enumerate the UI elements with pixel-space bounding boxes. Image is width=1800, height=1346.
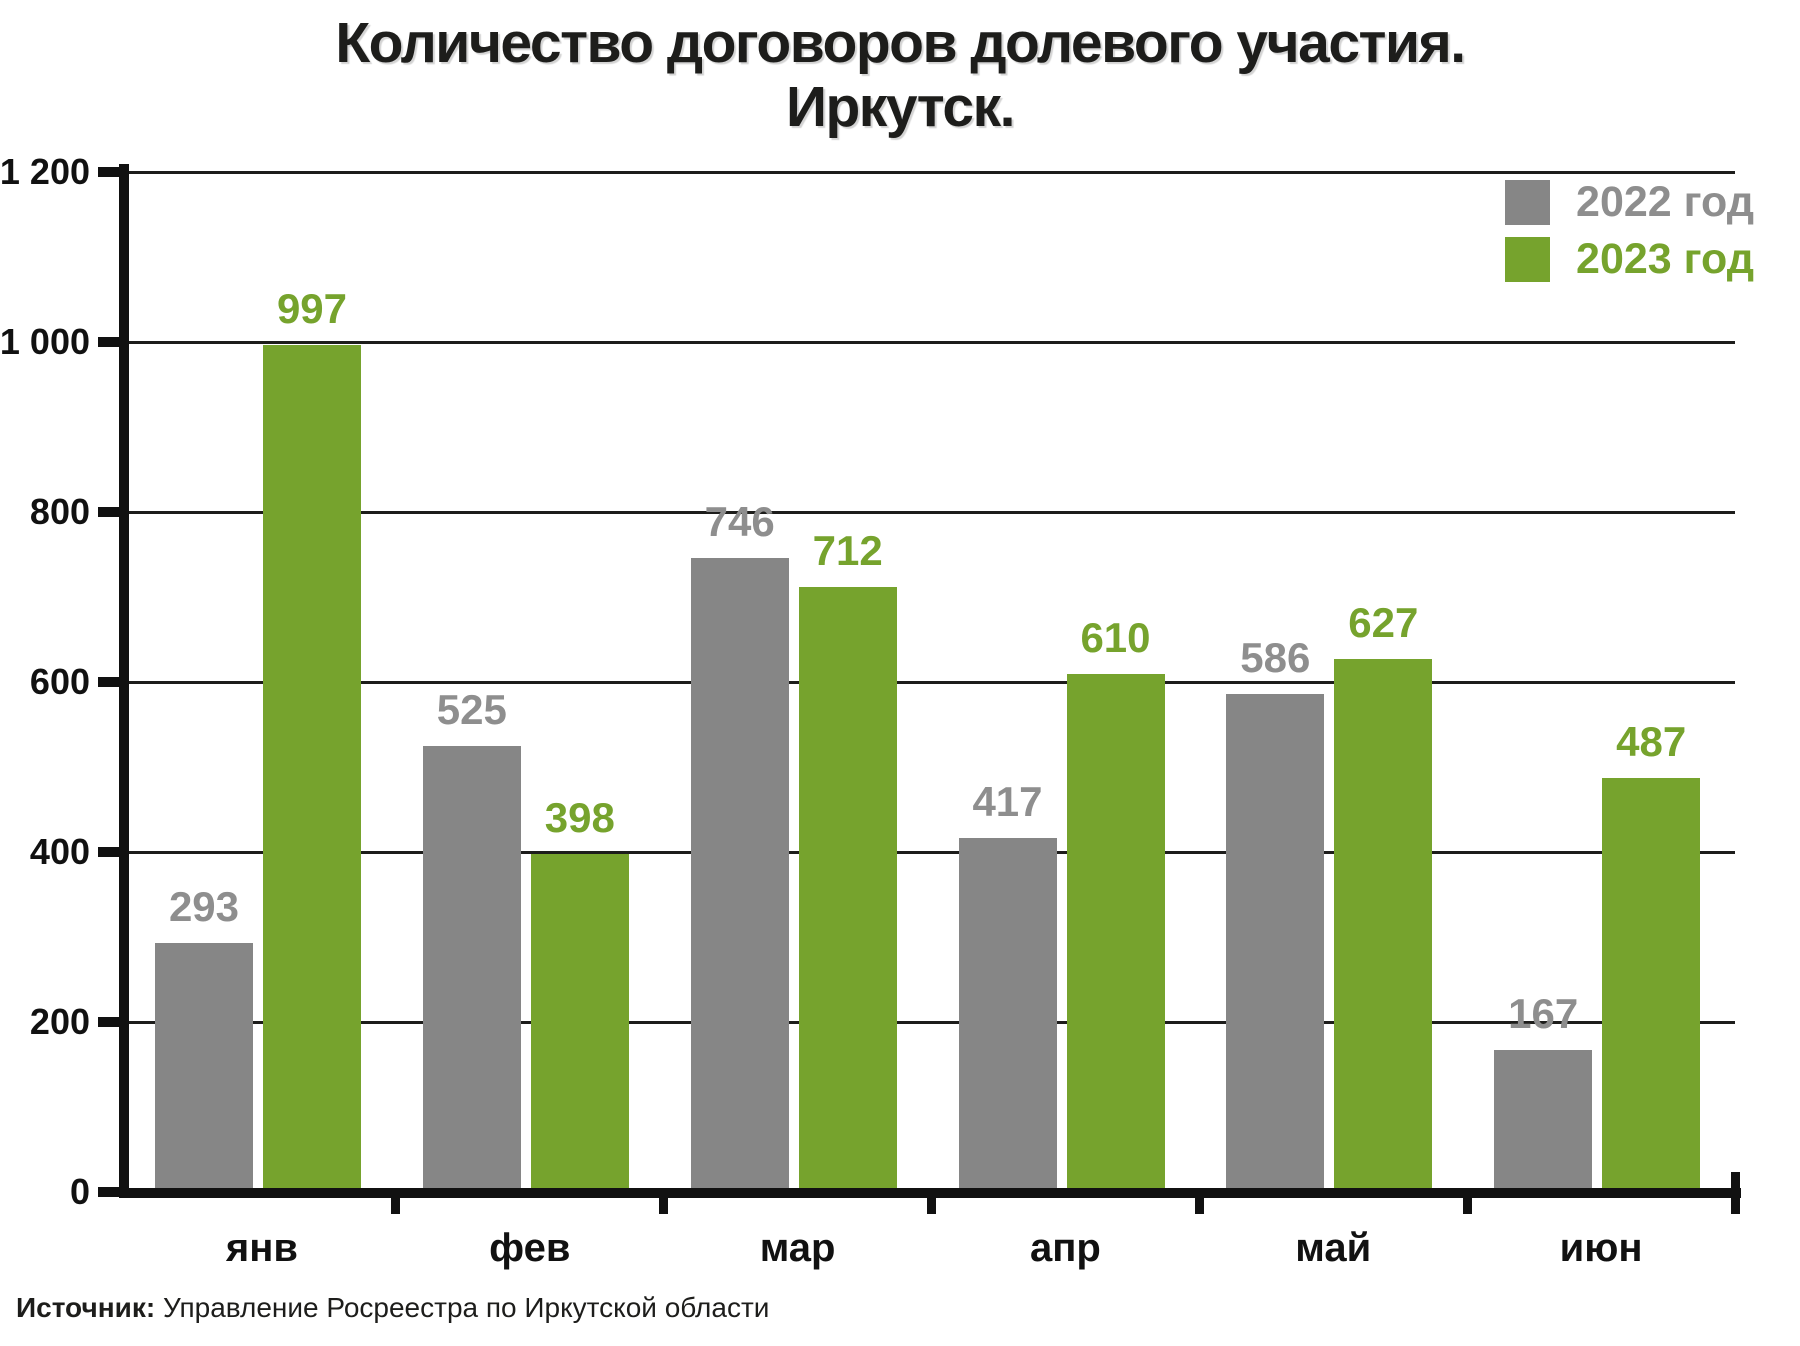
bar-2022-янв (155, 942, 253, 1192)
bar-2023-мар (798, 586, 897, 1192)
chart-title-line1: Количество договоров долевого участия. (335, 11, 1466, 75)
chart-title: Количество договоров долевого участия. И… (0, 11, 1800, 140)
legend-label-2022: 2022 год (1576, 178, 1754, 226)
legend: 2022 год 2023 год (1505, 180, 1754, 282)
bar-value-2022-июн: 167 (1508, 990, 1579, 1038)
y-tick-1200 (98, 167, 129, 177)
gridline-200 (129, 1020, 1735, 1024)
y-tick-label-800: 800 (29, 491, 90, 532)
x-label-фев: фев (489, 1226, 571, 1270)
legend-row-2023: 2023 год (1505, 237, 1754, 282)
bar-2023-апр (1066, 673, 1165, 1192)
bar-value-2022-янв: 293 (168, 882, 240, 930)
y-tick-label-600: 600 (29, 661, 90, 702)
bar-2022-май (1226, 693, 1325, 1192)
bar-value-2023-май: 627 (1348, 599, 1419, 647)
source-note: Источник: Управление Росреестра по Иркут… (16, 1292, 769, 1324)
bar-2022-июн (1494, 1050, 1593, 1192)
bar-value-2022-май: 586 (1240, 633, 1311, 681)
chart-title-line2: Иркутск. (786, 74, 1015, 139)
bar-2023-фев (530, 853, 629, 1192)
bar-2022-фев (422, 745, 521, 1192)
bar-2023-май (1334, 659, 1433, 1192)
bar-value-2023-апр: 610 (1080, 613, 1151, 661)
bar-2023-июн (1602, 778, 1701, 1192)
source-label: Источник: (16, 1292, 156, 1323)
bar-value-2023-фев: 398 (544, 793, 615, 841)
y-tick-200 (98, 1017, 129, 1027)
x-tick-4 (1194, 1197, 1204, 1214)
y-tick-400 (98, 847, 129, 857)
y-tick-0 (98, 1187, 129, 1197)
gridline-1000 (129, 340, 1735, 344)
x-axis-line (119, 1188, 1741, 1198)
x-tick-5 (1462, 1197, 1472, 1214)
bar-2022-мар (690, 557, 789, 1192)
x-label-июн: июн (1559, 1226, 1643, 1270)
x-label-май: май (1295, 1226, 1372, 1270)
source-text: Управление Росреестра по Иркутской облас… (155, 1292, 770, 1323)
legend-swatch-2023 (1505, 237, 1551, 282)
bar-value-2023-мар: 712 (812, 526, 883, 574)
gridline-400 (129, 850, 1735, 854)
x-label-янв: янв (225, 1226, 298, 1270)
y-tick-label-1000: 1 000 (0, 321, 90, 362)
x-tick-1 (391, 1197, 401, 1214)
bar-value-2022-апр: 417 (972, 777, 1043, 825)
x-label-мар: мар (759, 1226, 836, 1270)
gridline-600 (129, 680, 1735, 684)
x-label-апр: апр (1029, 1226, 1101, 1270)
y-axis-line (119, 164, 129, 1198)
y-tick-label-400: 400 (29, 831, 90, 872)
legend-swatch-2022 (1505, 180, 1551, 225)
x-tick-2 (659, 1197, 669, 1214)
legend-row-2022: 2022 год (1505, 180, 1754, 225)
bar-2022-апр (958, 837, 1057, 1192)
bar-value-2023-июн: 487 (1616, 718, 1687, 766)
legend-label-2023: 2023 год (1576, 235, 1754, 283)
y-tick-label-0: 0 (69, 1171, 90, 1212)
bar-value-2022-фев: 525 (436, 685, 507, 733)
bar-value-2023-янв: 997 (276, 284, 348, 332)
gridline-1200 (129, 170, 1735, 174)
bar-2023-янв (263, 344, 361, 1192)
y-tick-800 (98, 507, 129, 517)
gridline-800 (129, 510, 1735, 514)
y-tick-600 (98, 677, 129, 687)
x-tick-3 (927, 1197, 936, 1214)
bar-value-2022-мар: 746 (704, 497, 775, 545)
y-tick-1000 (98, 337, 129, 347)
y-tick-label-200: 200 (29, 1001, 90, 1042)
y-tick-label-1200: 1 200 (0, 151, 90, 192)
